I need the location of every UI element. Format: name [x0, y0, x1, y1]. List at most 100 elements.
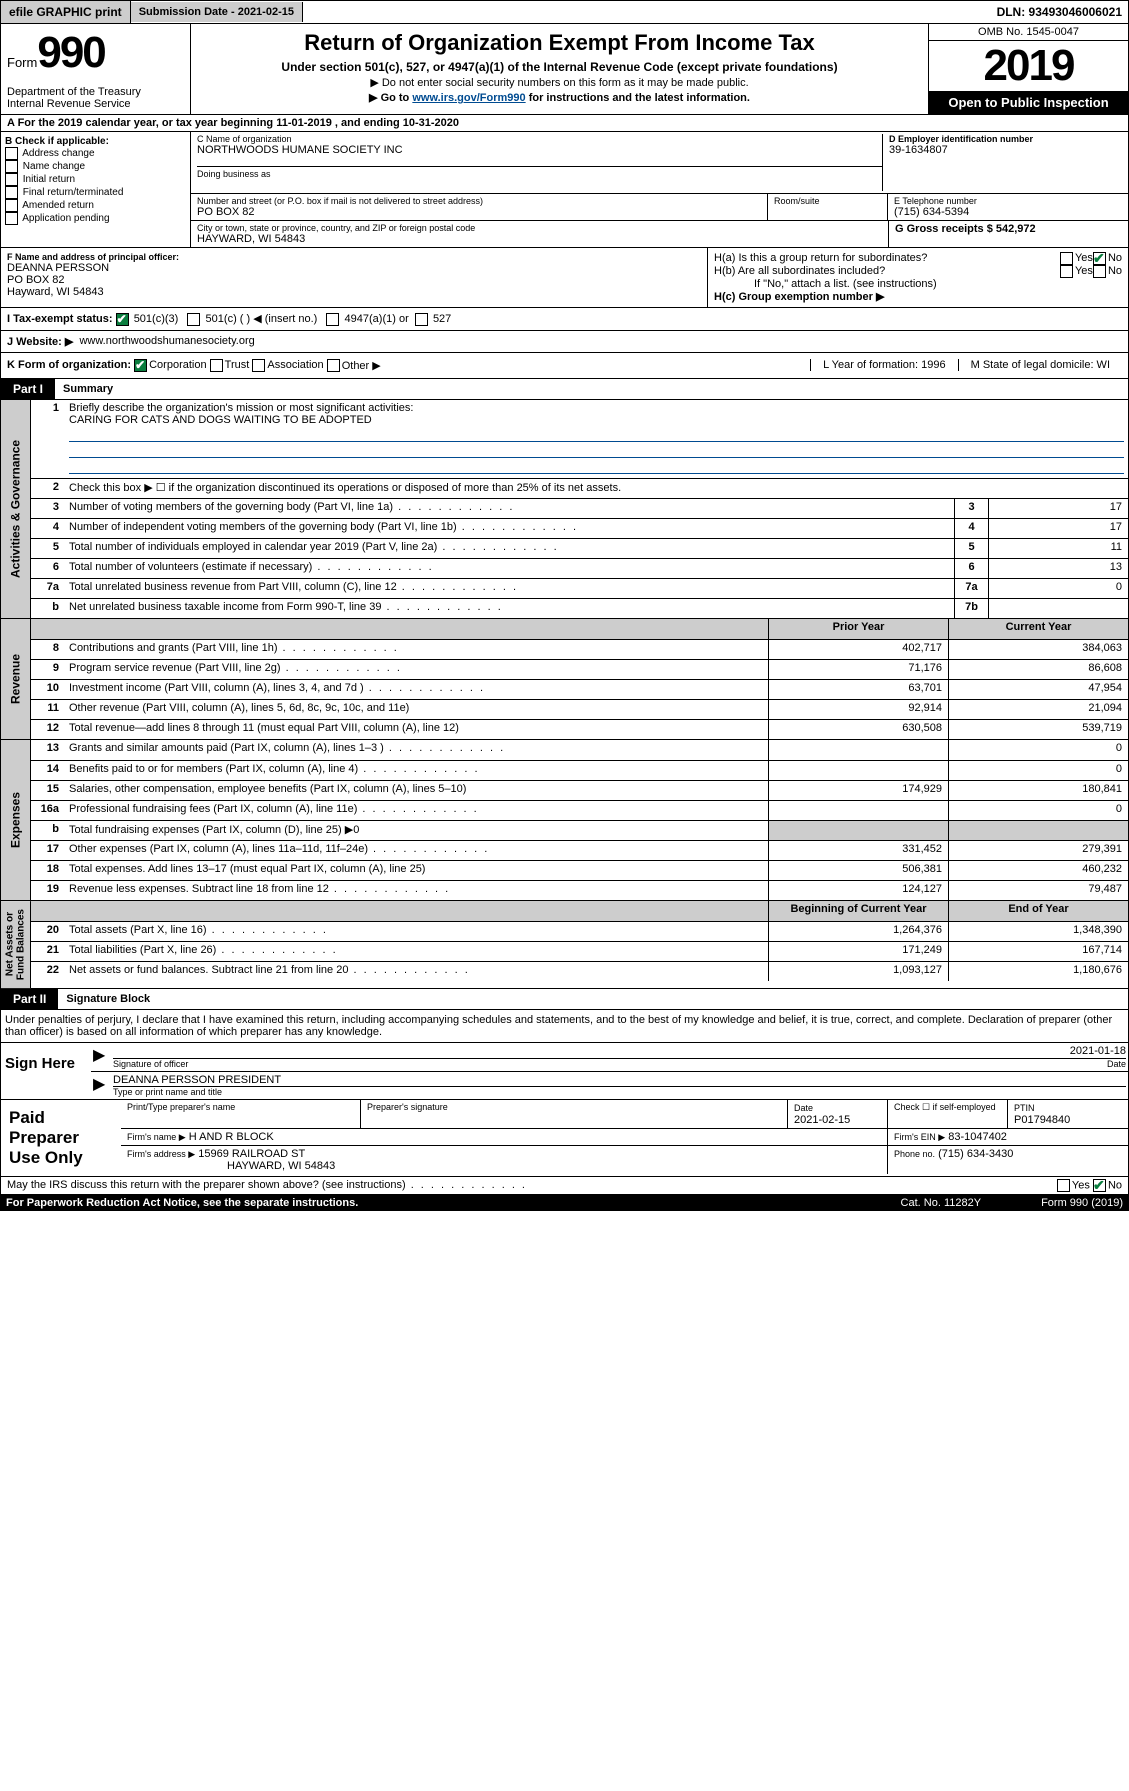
subtitle: Under section 501(c), 527, or 4947(a)(1)… — [195, 60, 924, 74]
l6-val: 13 — [988, 559, 1128, 578]
section-b-c-d: B Check if applicable: Address change Na… — [0, 132, 1129, 248]
l21-desc: Total liabilities (Part X, line 26) — [65, 942, 768, 961]
l11-desc: Other revenue (Part VIII, column (A), li… — [65, 700, 768, 719]
cb-corp[interactable] — [134, 359, 147, 372]
l22-desc: Net assets or fund balances. Subtract li… — [65, 962, 768, 981]
hb-no: No — [1108, 265, 1122, 278]
discuss-no: No — [1108, 1179, 1122, 1191]
k-o2: Trust — [225, 359, 250, 371]
l22-p: 1,093,127 — [768, 962, 948, 981]
l1-value: CARING FOR CATS AND DOGS WAITING TO BE A… — [69, 414, 372, 426]
k-o1: Corporation — [149, 359, 206, 371]
cb-amended[interactable] — [5, 199, 18, 212]
e-label: E Telephone number — [894, 196, 1122, 206]
cb-501c[interactable] — [187, 313, 200, 326]
firm-ein: 83-1047402 — [948, 1131, 1007, 1143]
cb-527[interactable] — [415, 313, 428, 326]
line-k: K Form of organization: Corporation Trus… — [0, 353, 1129, 379]
cb-ha-no[interactable] — [1093, 252, 1106, 265]
l19-p: 124,127 — [768, 881, 948, 900]
i-o1: 501(c)(3) — [134, 313, 179, 325]
l7b-val — [988, 599, 1128, 618]
part2-title: Signature Block — [58, 993, 150, 1005]
section-f-h: F Name and address of principal officer:… — [0, 248, 1129, 308]
cb-discuss-yes[interactable] — [1057, 1179, 1070, 1192]
h-curr: Current Year — [948, 619, 1128, 639]
pra-notice: For Paperwork Reduction Act Notice, see … — [6, 1197, 358, 1209]
officer-addr2: Hayward, WI 54843 — [7, 286, 701, 298]
cb-4947[interactable] — [326, 313, 339, 326]
l18-c: 460,232 — [948, 861, 1128, 880]
prep-h2: Preparer's signature — [361, 1100, 788, 1128]
part1-label: Part I — [1, 379, 55, 399]
prep-date: 2021-02-15 — [794, 1114, 850, 1126]
cb-trust[interactable] — [210, 359, 223, 372]
l7b-desc: Net unrelated business taxable income fr… — [65, 599, 954, 618]
cat-no: Cat. No. 11282Y — [901, 1197, 982, 1209]
cb-hb-no[interactable] — [1093, 265, 1106, 278]
cb-name-change[interactable] — [5, 160, 18, 173]
cb-assoc[interactable] — [252, 359, 265, 372]
tax-year: 2019 — [929, 41, 1128, 91]
prep-h4: Check ☐ if self-employed — [888, 1100, 1008, 1128]
l22-c: 1,180,676 — [948, 962, 1128, 981]
cb-ha-yes[interactable] — [1060, 252, 1073, 265]
addr-label: Number and street (or P.O. box if mail i… — [197, 196, 761, 206]
prep-label: Paid Preparer Use Only — [1, 1100, 121, 1176]
l8-c: 384,063 — [948, 640, 1128, 659]
l10-desc: Investment income (Part VIII, column (A)… — [65, 680, 768, 699]
l9-p: 71,176 — [768, 660, 948, 679]
sig-officer-label: Signature of officer — [113, 1059, 1107, 1069]
governance-section: Activities & Governance 1 Briefly descri… — [0, 400, 1129, 619]
l16a-p — [768, 801, 948, 820]
l20-p: 1,264,376 — [768, 922, 948, 941]
i-o3: 4947(a)(1) or — [345, 313, 409, 325]
l20-c: 1,348,390 — [948, 922, 1128, 941]
arrow-icon: ▶ — [93, 1045, 113, 1069]
h-end: End of Year — [948, 901, 1128, 921]
discuss-label: May the IRS discuss this return with the… — [7, 1179, 527, 1192]
l9-desc: Program service revenue (Part VIII, line… — [65, 660, 768, 679]
cb-initial-return[interactable] — [5, 173, 18, 186]
paid-preparer: Paid Preparer Use Only Print/Type prepar… — [0, 1100, 1129, 1177]
open-public-badge: Open to Public Inspection — [929, 91, 1128, 114]
k-o3: Association — [267, 359, 323, 371]
h-beg: Beginning of Current Year — [768, 901, 948, 921]
part2-label: Part II — [1, 989, 58, 1009]
form-prefix: Form — [7, 55, 37, 70]
city-label: City or town, state or province, country… — [197, 223, 882, 233]
cb-hb-yes[interactable] — [1060, 265, 1073, 278]
l15-c: 180,841 — [948, 781, 1128, 800]
cb-discuss-no[interactable] — [1093, 1179, 1106, 1192]
l11-c: 21,094 — [948, 700, 1128, 719]
col-b: B Check if applicable: Address change Na… — [1, 132, 191, 247]
irs-link[interactable]: www.irs.gov/Form990 — [412, 92, 525, 104]
line-i: I Tax-exempt status: 501(c)(3) 501(c) ( … — [0, 308, 1129, 331]
l21-p: 171,249 — [768, 942, 948, 961]
l13-p — [768, 740, 948, 760]
instruction-1: ▶ Do not enter social security numbers o… — [195, 76, 924, 89]
d-label: D Employer identification number — [889, 134, 1122, 144]
l14-desc: Benefits paid to or for members (Part IX… — [65, 761, 768, 780]
phone-label: Phone no. — [894, 1149, 935, 1159]
i-o2: 501(c) ( ) ◀ (insert no.) — [206, 313, 318, 325]
l17-c: 279,391 — [948, 841, 1128, 860]
l12-desc: Total revenue—add lines 8 through 11 (mu… — [65, 720, 768, 739]
opt-initial: Initial return — [23, 174, 75, 185]
cb-501c3[interactable] — [116, 313, 129, 326]
cb-other[interactable] — [327, 359, 340, 372]
sig-date-label: Date — [1107, 1059, 1126, 1069]
g-gross: G Gross receipts $ 542,972 — [895, 223, 1122, 235]
l8-desc: Contributions and grants (Part VIII, lin… — [65, 640, 768, 659]
hb-label: H(b) Are all subordinates included? — [714, 265, 1060, 278]
cb-address-change[interactable] — [5, 147, 18, 160]
efile-print-button[interactable]: efile GRAPHIC print — [1, 1, 131, 23]
omb-number: OMB No. 1545-0047 — [929, 24, 1128, 41]
l11-p: 92,914 — [768, 700, 948, 719]
cb-app-pending[interactable] — [5, 212, 18, 225]
hb-yes: Yes — [1075, 265, 1093, 278]
officer-addr1: PO BOX 82 — [7, 274, 701, 286]
side-governance: Activities & Governance — [1, 400, 31, 618]
firm-addr2: HAYWARD, WI 54843 — [127, 1160, 335, 1172]
cb-final-return[interactable] — [5, 186, 18, 199]
